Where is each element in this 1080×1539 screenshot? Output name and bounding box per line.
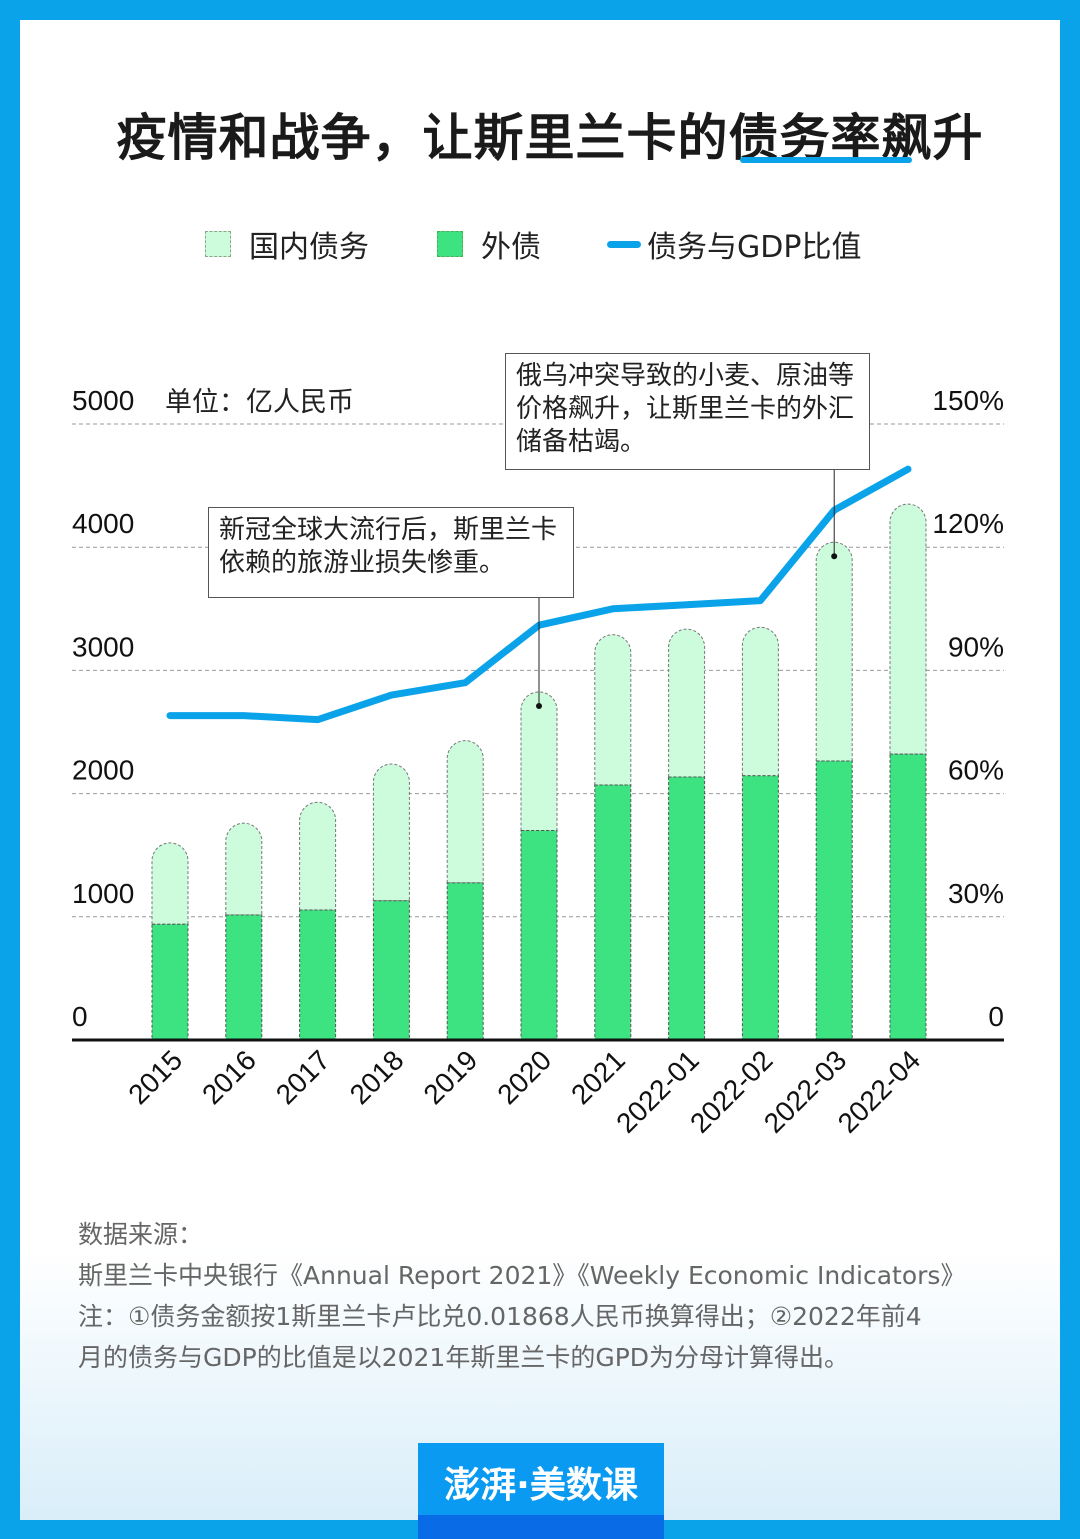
legend-label: 外债 xyxy=(481,230,541,265)
x-tick-label: 2022-04 xyxy=(832,1044,927,1139)
legend-ratio: 债务与GDP比值 xyxy=(607,222,861,266)
annotation-dot xyxy=(831,553,838,560)
x-tick-label: 2021 xyxy=(565,1044,631,1110)
bar-domestic xyxy=(668,628,706,778)
bar-foreign xyxy=(815,760,853,1041)
x-tick-label: 2016 xyxy=(196,1044,262,1110)
bar-domestic xyxy=(520,691,558,832)
annotation-war: 俄乌冲突导致的小麦、原油等价格飙升，让斯里兰卡的外汇储备枯竭。 xyxy=(505,353,870,470)
right-tick-label: 150% xyxy=(932,385,1004,416)
left-tick-label: 1000 xyxy=(72,878,134,909)
x-tick-label: 2017 xyxy=(270,1044,336,1110)
legend-label: 债务与GDP比值 xyxy=(647,230,862,265)
legend-domestic: 国内债务 xyxy=(205,222,369,266)
x-tick-label: 2019 xyxy=(417,1044,483,1110)
annotation-dot xyxy=(536,702,542,709)
right-tick-label: 0 xyxy=(988,1001,1004,1032)
x-tick-label: 2018 xyxy=(344,1044,410,1110)
bar-foreign xyxy=(372,900,410,1041)
bar-foreign xyxy=(520,830,558,1041)
right-tick-label: 120% xyxy=(932,508,1004,539)
bar-domestic xyxy=(446,740,484,884)
bar-domestic xyxy=(299,801,337,911)
bar-foreign xyxy=(741,775,779,1041)
bar-foreign xyxy=(225,914,263,1041)
left-tick-label: 0 xyxy=(72,1001,88,1032)
right-tick-label: 90% xyxy=(948,631,1004,662)
bar-foreign xyxy=(446,882,484,1041)
legend-swatch-domestic xyxy=(205,231,231,257)
bar-domestic xyxy=(889,503,927,755)
source-text: 斯里兰卡中央银行《Annual Report 2021》《Weekly Econ… xyxy=(78,1261,966,1290)
x-tick-label: 2015 xyxy=(122,1044,188,1110)
right-tick-label: 60% xyxy=(948,755,1004,786)
bar-domestic xyxy=(815,541,853,762)
bar-foreign xyxy=(151,923,189,1041)
bar-domestic xyxy=(225,822,263,916)
bar-foreign xyxy=(594,784,632,1041)
x-tick-label: 2020 xyxy=(491,1044,557,1110)
notes: 数据来源： 斯里兰卡中央银行《Annual Report 2021》《Weekl… xyxy=(78,1214,965,1378)
legend-foreign: 外债 xyxy=(437,222,541,266)
note-line-2: 月的债务与GDP的比值是以2021年斯里兰卡的GPD为分母计算得出。 xyxy=(78,1343,850,1372)
legend-swatch-foreign xyxy=(437,231,463,257)
left-tick-label: 3000 xyxy=(72,631,134,662)
annotation-covid: 新冠全球大流行后，斯里兰卡依赖的旅游业损失惨重。 xyxy=(208,507,574,598)
left-tick-label: 4000 xyxy=(72,508,134,539)
bar-domestic xyxy=(151,842,189,925)
title-underline xyxy=(740,157,912,163)
unit-label: 单位：亿人民币 xyxy=(165,387,354,418)
legend-label: 国内债务 xyxy=(249,230,369,265)
bar-foreign xyxy=(889,753,927,1041)
bar-foreign xyxy=(299,909,337,1041)
logo: 澎湃·美数课 xyxy=(418,1443,664,1539)
left-tick-label: 2000 xyxy=(72,755,134,786)
source-label: 数据来源： xyxy=(78,1220,204,1249)
bar-domestic xyxy=(741,626,779,777)
bar-domestic xyxy=(594,634,632,786)
bar-domestic xyxy=(372,763,410,902)
left-tick-label: 5000 xyxy=(72,385,134,416)
bar-foreign xyxy=(668,776,706,1041)
legend-line-ratio xyxy=(607,240,641,248)
note-line-1: 注：①债务金额按1斯里兰卡卢比兑0.01868人民币换算得出；②2022年前4 xyxy=(78,1302,922,1331)
right-tick-label: 30% xyxy=(948,878,1004,909)
